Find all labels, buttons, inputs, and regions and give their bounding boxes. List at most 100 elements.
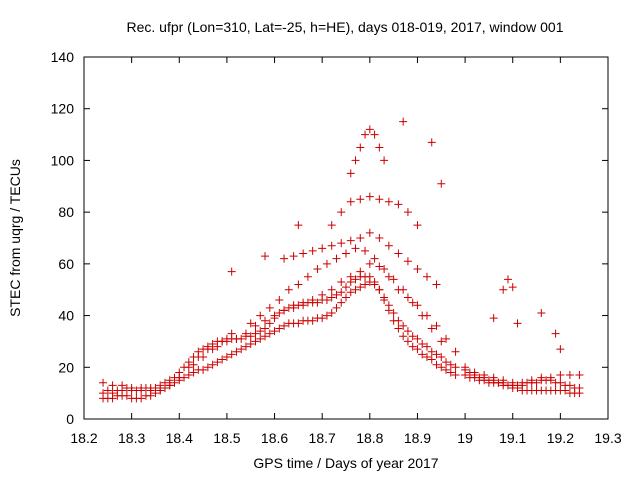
data-point: [437, 337, 446, 346]
data-point: [299, 249, 308, 258]
data-point: [137, 383, 146, 392]
data-point: [327, 221, 336, 230]
data-point: [346, 169, 355, 178]
data-point: [332, 303, 341, 312]
data-point: [413, 345, 422, 354]
data-point: [275, 324, 284, 333]
data-point: [251, 321, 260, 330]
data-points: [99, 117, 584, 403]
x-tick-label: 18.8: [356, 430, 383, 446]
data-point: [265, 329, 274, 338]
data-point: [427, 138, 436, 147]
data-point: [251, 329, 260, 338]
data-point: [375, 195, 384, 204]
data-point: [413, 334, 422, 343]
x-tick-label: 19.3: [594, 430, 621, 446]
data-point: [342, 283, 350, 292]
data-point: [403, 337, 412, 346]
data-point: [351, 156, 360, 165]
data-point: [327, 293, 336, 302]
data-point: [294, 319, 303, 328]
data-point: [313, 298, 322, 307]
y-axis: 0 20 40 60 80 100 120 140: [51, 49, 608, 427]
data-point: [437, 179, 446, 188]
y-tick-label: 80: [58, 204, 74, 220]
data-point: [346, 236, 355, 245]
data-point: [575, 371, 584, 380]
data-point: [246, 340, 255, 349]
data-point: [503, 381, 512, 390]
x-tick-label: 18.2: [70, 430, 97, 446]
data-point: [208, 360, 217, 369]
data-point: [565, 381, 574, 390]
data-point: [356, 283, 365, 292]
data-point: [294, 280, 303, 289]
data-point: [403, 208, 412, 217]
data-point: [184, 371, 193, 380]
data-point: [389, 308, 398, 317]
data-point: [356, 195, 365, 204]
data-point: [399, 285, 408, 294]
data-point: [322, 259, 331, 268]
data-point: [370, 130, 379, 139]
data-point: [256, 334, 265, 343]
data-point: [99, 378, 108, 387]
data-point: [241, 342, 250, 351]
x-axis-label: GPS time / Days of year 2017: [253, 455, 438, 471]
data-point: [446, 368, 455, 377]
data-point: [556, 378, 565, 387]
data-point: [356, 267, 365, 276]
data-point: [160, 383, 169, 392]
data-point: [442, 358, 451, 367]
data-point: [308, 316, 317, 325]
data-point: [394, 249, 403, 258]
data-point: [432, 321, 441, 330]
data-point: [327, 241, 336, 250]
y-tick-label: 100: [51, 152, 75, 168]
data-point: [384, 241, 393, 250]
data-point: [151, 389, 160, 398]
data-point: [394, 200, 403, 209]
data-point: [356, 234, 365, 242]
data-point: [261, 316, 270, 325]
data-point: [189, 360, 198, 369]
data-point: [527, 376, 536, 385]
data-point: [289, 303, 298, 312]
data-point: [427, 355, 436, 364]
data-point: [318, 314, 327, 323]
data-point: [251, 337, 260, 346]
data-point: [365, 259, 374, 268]
data-point: [356, 143, 365, 152]
data-point: [213, 358, 222, 367]
data-point: [365, 125, 374, 134]
data-point: [275, 308, 284, 317]
data-point: [413, 221, 422, 230]
data-point: [213, 342, 222, 351]
data-point: [275, 296, 284, 305]
data-point: [208, 345, 217, 354]
y-tick-label: 40: [58, 308, 74, 324]
data-point: [403, 293, 412, 302]
data-point: [437, 363, 446, 372]
data-point: [337, 208, 346, 217]
data-point: [442, 334, 451, 343]
data-point: [403, 327, 412, 336]
data-point: [561, 386, 570, 395]
data-point: [227, 350, 236, 359]
data-point: [351, 244, 360, 253]
data-point: [303, 272, 312, 281]
data-point: [394, 324, 403, 333]
data-point: [351, 275, 360, 284]
data-point: [375, 285, 384, 294]
data-point: [499, 376, 508, 385]
data-point: [442, 365, 451, 374]
data-point: [308, 246, 317, 255]
data-point: [332, 290, 341, 299]
data-point: [389, 275, 398, 284]
data-point: [361, 280, 370, 289]
data-point: [508, 378, 517, 387]
data-point: [108, 381, 117, 390]
data-point: [489, 373, 498, 382]
data-point: [375, 262, 384, 271]
